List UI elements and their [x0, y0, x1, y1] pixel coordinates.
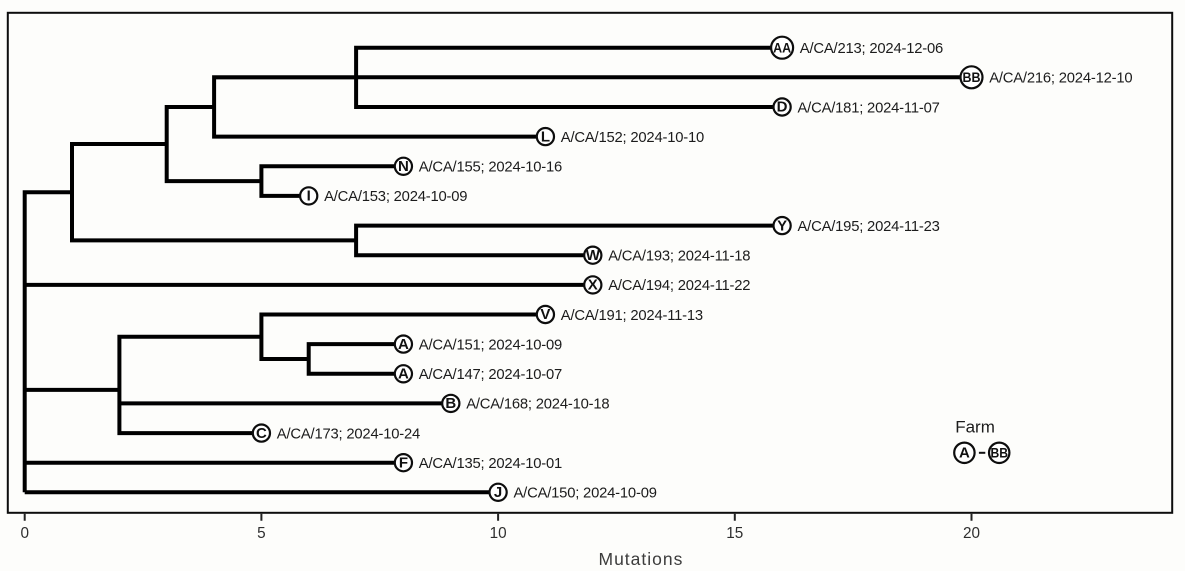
svg-text:A/CA/193; 2024-11-18: A/CA/193; 2024-11-18	[608, 249, 750, 265]
svg-text:C: C	[256, 425, 267, 442]
svg-text:A/CA/151; 2024-10-09: A/CA/151; 2024-10-09	[419, 337, 562, 353]
svg-text:A/CA/191; 2024-11-13: A/CA/191; 2024-11-13	[561, 308, 703, 324]
svg-text:A/CA/194; 2024-11-22: A/CA/194; 2024-11-22	[608, 278, 750, 294]
svg-text:A/CA/147; 2024-10-07: A/CA/147; 2024-10-07	[419, 367, 562, 383]
svg-text:Mutations: Mutations	[599, 549, 684, 569]
svg-text:A: A	[398, 336, 409, 353]
svg-text:I: I	[307, 188, 311, 205]
svg-text:X: X	[588, 277, 598, 294]
svg-text:A/CA/155; 2024-10-16: A/CA/155; 2024-10-16	[419, 160, 562, 176]
svg-text:20: 20	[963, 525, 980, 542]
svg-text:A/CA/195; 2024-11-23: A/CA/195; 2024-11-23	[798, 219, 940, 235]
svg-text:BB: BB	[963, 69, 981, 85]
svg-text:A/CA/216; 2024-12-10: A/CA/216; 2024-12-10	[989, 71, 1132, 87]
svg-text:A/CA/152; 2024-10-10: A/CA/152; 2024-10-10	[561, 130, 704, 146]
svg-text:L: L	[541, 128, 550, 145]
svg-text:A/CA/135; 2024-10-01: A/CA/135; 2024-10-01	[419, 456, 562, 472]
svg-text:A: A	[959, 445, 970, 462]
svg-text:10: 10	[490, 525, 507, 542]
svg-text:F: F	[399, 454, 408, 471]
svg-text:AA: AA	[773, 39, 791, 55]
svg-text:0: 0	[20, 525, 29, 542]
svg-text:BB: BB	[990, 446, 1008, 461]
svg-text:V: V	[540, 306, 550, 323]
svg-text:B: B	[445, 395, 456, 412]
svg-text:Farm: Farm	[955, 418, 995, 437]
svg-text:A/CA/181; 2024-11-07: A/CA/181; 2024-11-07	[798, 100, 940, 116]
svg-text:15: 15	[726, 525, 743, 542]
svg-text:A/CA/173; 2024-10-24: A/CA/173; 2024-10-24	[277, 426, 420, 442]
svg-text:J: J	[494, 484, 502, 501]
svg-text:A/CA/153; 2024-10-09: A/CA/153; 2024-10-09	[324, 189, 467, 205]
svg-text:A: A	[398, 366, 409, 383]
svg-text:N: N	[398, 158, 409, 175]
svg-text:W: W	[586, 247, 601, 264]
svg-text:A/CA/168; 2024-10-18: A/CA/168; 2024-10-18	[466, 397, 609, 413]
svg-text:Y: Y	[777, 217, 787, 234]
svg-text:D: D	[777, 99, 788, 116]
svg-text:5: 5	[257, 525, 266, 542]
svg-text:A/CA/213; 2024-12-06: A/CA/213; 2024-12-06	[800, 41, 943, 57]
svg-text:A/CA/150; 2024-10-09: A/CA/150; 2024-10-09	[514, 486, 657, 502]
